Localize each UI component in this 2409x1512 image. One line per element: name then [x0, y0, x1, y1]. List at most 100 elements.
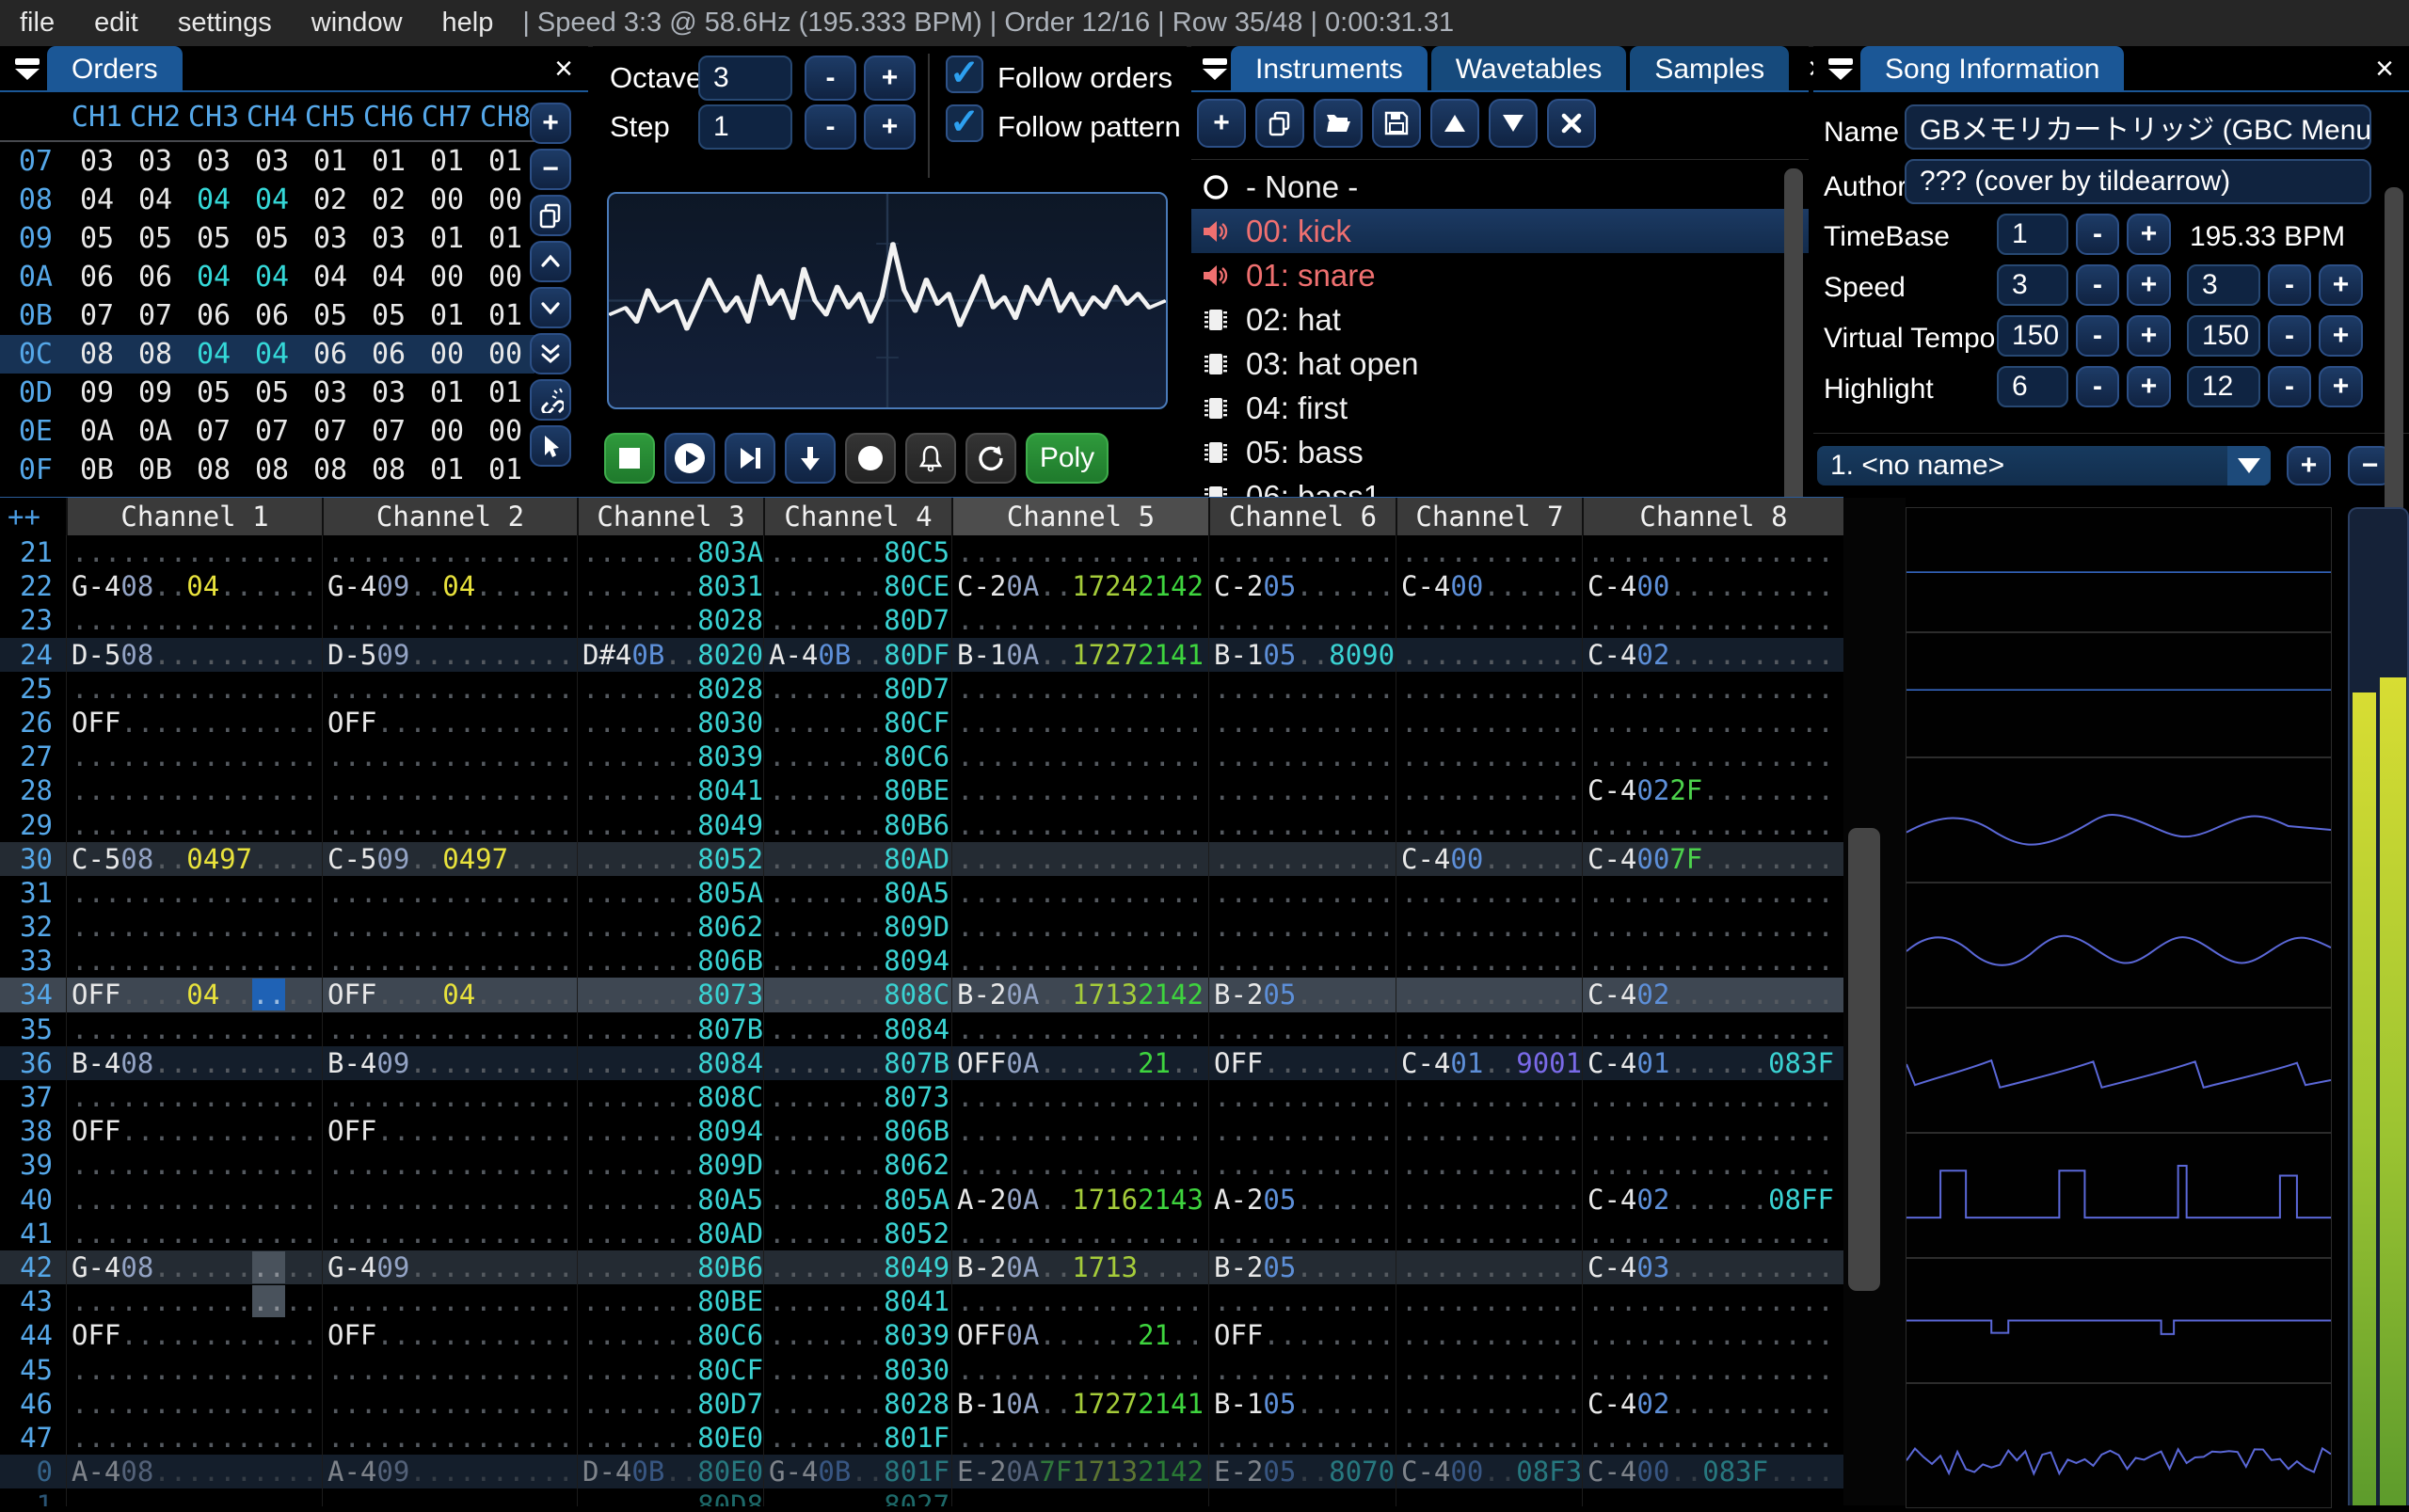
order-cell[interactable]: 05 [254, 222, 290, 255]
pattern-cell[interactable]: OFF............ [322, 705, 577, 740]
order-cell[interactable]: 08 [196, 454, 231, 486]
order-cell[interactable]: 07 [137, 299, 173, 332]
poly-mono-toggle-button[interactable]: Poly [1026, 433, 1109, 484]
pattern-cell[interactable]: .......8049 [763, 1249, 951, 1285]
scope-channel-1[interactable] [1906, 507, 2332, 632]
pattern-cell[interactable]: ........... [1396, 1011, 1582, 1046]
order-edit-mode-button[interactable] [530, 425, 571, 467]
pattern-cell[interactable]: ........... [1396, 1352, 1582, 1387]
pattern-cell[interactable]: .......8028 [763, 1386, 951, 1421]
pattern-cell[interactable]: E-20A7F17132142 [951, 1455, 1208, 1489]
pattern-cell[interactable]: C-402......08FF [1582, 1182, 1843, 1217]
pattern-cell[interactable]: G-408..04...... [66, 569, 322, 604]
panel-menu-icon[interactable] [1203, 54, 1227, 85]
pattern-cell[interactable]: ........... [1396, 1249, 1582, 1285]
pattern-cell[interactable]: ............... [1582, 910, 1843, 945]
order-cell[interactable]: 01 [312, 145, 348, 178]
pattern-cell[interactable]: OFF............ [322, 1318, 577, 1353]
pattern-cell[interactable]: C-401......083F [1582, 1045, 1843, 1080]
order-cell[interactable]: 04 [254, 261, 290, 294]
pattern-cell[interactable]: C-401..9001 [1396, 1045, 1582, 1080]
pattern-cell[interactable]: G-409..04...... [322, 569, 577, 604]
order-cell[interactable]: 00 [429, 183, 465, 216]
pattern-cell[interactable]: ........... [1396, 773, 1582, 808]
pattern-cell[interactable]: C-4022F........ [1582, 773, 1843, 808]
order-cell[interactable]: 07 [312, 415, 348, 448]
pattern-cell[interactable]: A-20A..17162143 [951, 1182, 1208, 1217]
pattern-cell[interactable]: ........... [1208, 535, 1396, 570]
pattern-cell[interactable]: D#40B..8020 [577, 637, 763, 672]
follow-pattern-checkbox[interactable]: ✓ [946, 103, 983, 142]
pattern-cell[interactable]: B-20A..1713.... [951, 1249, 1208, 1285]
order-cell[interactable]: 00 [429, 261, 465, 294]
move-order-down-button[interactable] [530, 287, 571, 328]
pattern-cell[interactable]: ........... [1396, 1488, 1582, 1506]
pattern-cell[interactable]: ........... [1396, 1216, 1582, 1250]
pattern-cell[interactable]: .......8084 [763, 1011, 951, 1046]
speed1-value[interactable]: 3 [1997, 264, 2068, 306]
order-row-0D[interactable]: 0D 09 09 05 05 03 03 01 01 [0, 374, 534, 412]
order-cell[interactable]: 09 [79, 376, 115, 409]
pattern-cell[interactable]: ........... [1208, 1488, 1396, 1506]
pattern-row[interactable]: 36 B-408.......... B-409.......... .......8… [0, 1045, 1843, 1080]
pattern-cell[interactable]: ............... [1582, 807, 1843, 842]
speed2-minus-button[interactable]: - [2268, 264, 2311, 306]
order-cell[interactable]: 06 [137, 261, 173, 294]
pattern-cell[interactable]: OFF............ [66, 1318, 322, 1353]
pattern-cell[interactable]: ........... [1396, 671, 1582, 706]
pattern-cell[interactable]: ............... [951, 1216, 1208, 1250]
instrument-item[interactable]: 02: hat [1191, 297, 1809, 342]
pattern-cell[interactable]: .......8094 [577, 1114, 763, 1149]
pattern-cell[interactable]: ............... [1582, 603, 1843, 638]
pattern-cell[interactable]: ............... [66, 740, 322, 774]
scope-channel-5[interactable] [1906, 1008, 2332, 1133]
order-cell[interactable]: 04 [371, 261, 407, 294]
octave-plus-button[interactable]: + [864, 56, 916, 101]
pattern-cell[interactable]: ............... [951, 671, 1208, 706]
order-cell[interactable]: 01 [429, 299, 465, 332]
record-button[interactable] [845, 433, 896, 484]
pattern-row[interactable]: 47.............................. .......8… [0, 1420, 1843, 1456]
step-one-row-button[interactable] [785, 433, 836, 484]
pattern-row[interactable]: 0 A-408.......... A-409.......... D-40B..80… [0, 1455, 1843, 1489]
pattern-cell[interactable]: ............... [1582, 1318, 1843, 1353]
pattern-cell[interactable]: .......809D [763, 910, 951, 945]
order-row-0B[interactable]: 0B 07 07 06 06 05 05 01 01 [0, 296, 534, 335]
add-subsong-button[interactable]: + [2287, 446, 2331, 485]
pattern-cell[interactable]: ........... [1396, 910, 1582, 945]
order-cell[interactable]: 03 [137, 145, 173, 178]
pattern-cell[interactable]: .......807B [577, 1011, 763, 1046]
pattern-cell[interactable]: ............... [1582, 705, 1843, 740]
pattern-cell[interactable]: A-205...... [1208, 1182, 1396, 1217]
pattern-cell[interactable]: ............... [951, 740, 1208, 774]
pattern-row[interactable]: 27.............................. .......8… [0, 740, 1843, 774]
order-cell[interactable]: 08 [79, 338, 115, 371]
order-row-0E[interactable]: 0E 0A 0A 07 07 07 07 00 00 [0, 412, 534, 451]
menu-help[interactable]: help [441, 8, 494, 38]
pattern-cell[interactable]: .......8030 [577, 705, 763, 740]
delete-instrument-button[interactable] [1547, 99, 1596, 148]
order-cell[interactable]: 05 [371, 299, 407, 332]
pattern-cell[interactable]: .......80D7 [763, 603, 951, 638]
order-cell[interactable]: 04 [196, 183, 231, 216]
order-cell[interactable]: 06 [371, 338, 407, 371]
pattern-row[interactable]: 31.............................. .......8… [0, 875, 1843, 911]
pattern-cell[interactable]: ............... [322, 875, 577, 911]
pattern-cell[interactable]: B-10A..17272141 [951, 1386, 1208, 1421]
highlight1-plus-button[interactable]: + [2127, 366, 2171, 407]
pattern-cell[interactable]: ............... [66, 671, 322, 706]
pattern-cell[interactable]: ............... [322, 1352, 577, 1387]
pattern-row[interactable]: 44 OFF............ OFF............ .......8… [0, 1318, 1843, 1353]
highlight1-value[interactable]: 6 [1997, 366, 2068, 407]
order-cell[interactable]: 07 [371, 415, 407, 448]
pattern-cell[interactable]: ............... [322, 1386, 577, 1421]
pattern-cell[interactable]: .......8094 [763, 944, 951, 979]
pattern-cell[interactable]: C-4007F........ [1582, 841, 1843, 876]
pattern-cell[interactable]: B-205...... [1208, 978, 1396, 1012]
pattern-cell[interactable]: ............... [322, 1488, 577, 1506]
pattern-cell[interactable]: OFF............ [66, 1114, 322, 1149]
pattern-cell[interactable]: ............... [322, 603, 577, 638]
pattern-cell[interactable]: ........... [1208, 944, 1396, 979]
pattern-cell[interactable]: .......8084 [577, 1045, 763, 1080]
